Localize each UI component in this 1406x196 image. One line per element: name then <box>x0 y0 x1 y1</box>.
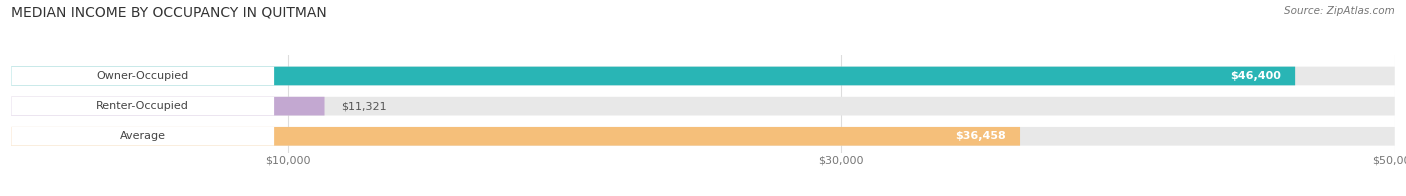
FancyBboxPatch shape <box>11 67 1395 85</box>
Text: Average: Average <box>120 131 166 141</box>
Text: $46,400: $46,400 <box>1230 71 1281 81</box>
Text: Source: ZipAtlas.com: Source: ZipAtlas.com <box>1284 6 1395 16</box>
FancyBboxPatch shape <box>11 67 274 85</box>
FancyBboxPatch shape <box>11 127 274 146</box>
FancyBboxPatch shape <box>11 67 1295 85</box>
FancyBboxPatch shape <box>11 127 1395 146</box>
FancyBboxPatch shape <box>11 97 1395 115</box>
FancyBboxPatch shape <box>11 97 325 115</box>
Text: Renter-Occupied: Renter-Occupied <box>96 101 190 111</box>
Text: Owner-Occupied: Owner-Occupied <box>97 71 188 81</box>
Text: MEDIAN INCOME BY OCCUPANCY IN QUITMAN: MEDIAN INCOME BY OCCUPANCY IN QUITMAN <box>11 6 328 20</box>
FancyBboxPatch shape <box>11 97 274 115</box>
FancyBboxPatch shape <box>11 127 1019 146</box>
Text: $11,321: $11,321 <box>342 101 387 111</box>
Text: $36,458: $36,458 <box>956 131 1007 141</box>
